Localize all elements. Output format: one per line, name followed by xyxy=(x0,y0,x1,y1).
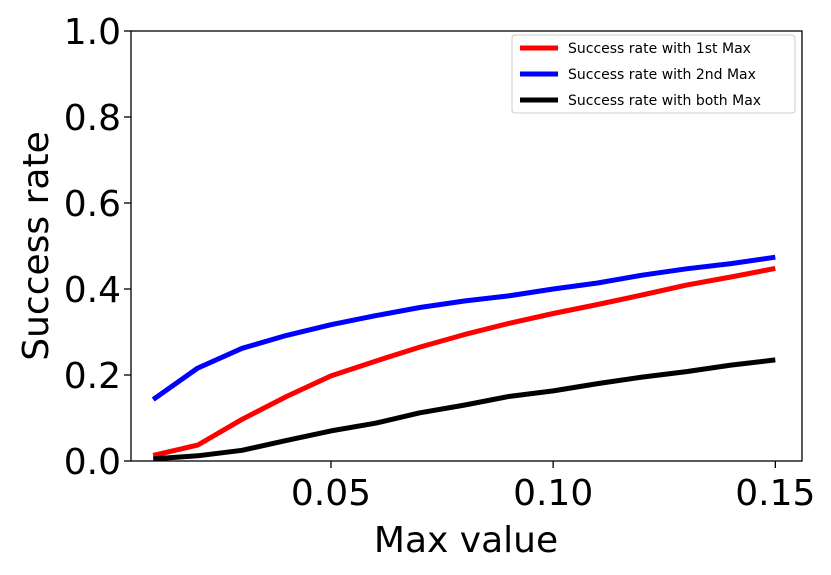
x-tick-label: 0.10 xyxy=(513,473,593,514)
x-axis-ticks: 0.05 0.10 0.15 xyxy=(291,461,815,514)
y-axis-label: Success rate xyxy=(16,131,57,360)
legend-box xyxy=(511,34,796,114)
series-line-1 xyxy=(152,265,776,458)
legend-label-2: Success rate with 2nd Max xyxy=(568,67,756,83)
y-tick-label: 0.4 xyxy=(64,270,121,311)
y-tick-label: 0.8 xyxy=(64,98,121,139)
plot-frame xyxy=(130,30,803,462)
y-tick-label: 1.0 xyxy=(64,12,121,53)
y-tick-label: 0.2 xyxy=(64,356,121,397)
legend: Success rate with 1st Max Success rate wi… xyxy=(511,34,796,114)
legend-label-3: Success rate with both Max xyxy=(568,93,761,109)
x-axis-label: Max value xyxy=(374,520,558,561)
y-axis-ticks: 0.0 0.2 0.4 0.6 0.8 1.0 xyxy=(64,12,131,483)
y-tick-label: 0.0 xyxy=(64,442,121,483)
plot-lines xyxy=(151,254,776,462)
x-tick-label: 0.15 xyxy=(735,473,815,514)
y-tick-label: 0.6 xyxy=(64,184,121,225)
legend-label-1: Success rate with 1st Max xyxy=(568,41,751,57)
series-line-3 xyxy=(153,357,776,462)
series-line-2 xyxy=(151,254,776,402)
x-tick-label: 0.05 xyxy=(291,473,371,514)
